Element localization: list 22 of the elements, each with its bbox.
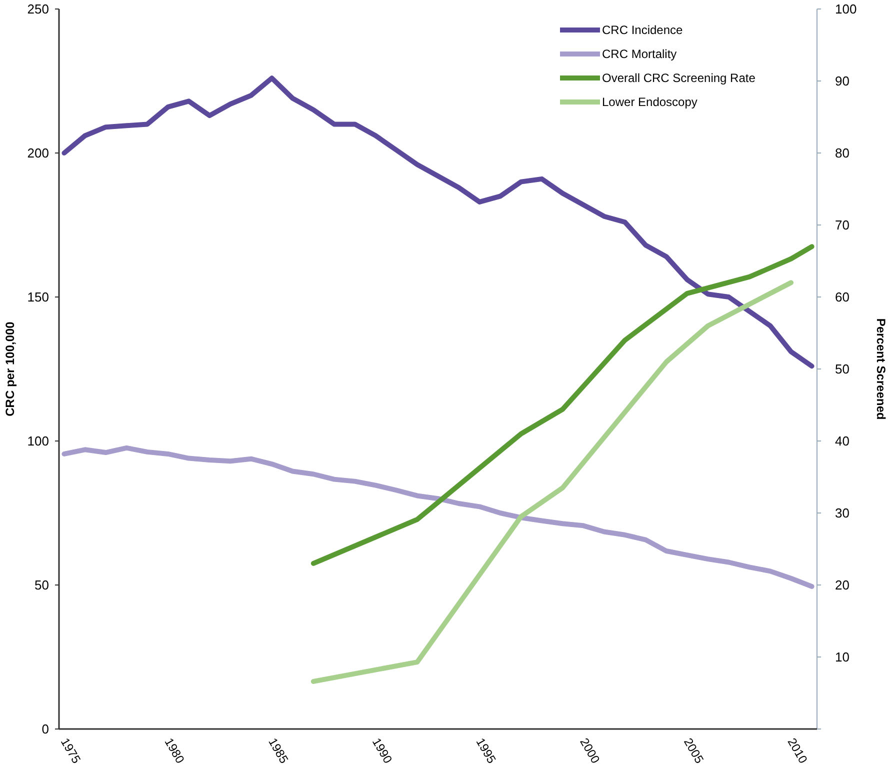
y2-tick-label: 60 xyxy=(835,290,850,305)
y2-tick-label: 50 xyxy=(835,362,850,377)
y2-tick-label: 40 xyxy=(835,434,850,449)
legend-label: Lower Endoscopy xyxy=(602,95,698,110)
y2-tick-label: 80 xyxy=(835,146,850,161)
y-tick-label: 50 xyxy=(34,578,49,593)
legend-label: Overall CRC Screening Rate xyxy=(602,71,756,86)
y2-tick-label: 30 xyxy=(835,506,850,521)
y2-tick-label: 70 xyxy=(835,218,850,233)
y-axis-title: CRC per 100,000 xyxy=(3,321,17,416)
legend-label: CRC Mortality xyxy=(602,47,677,62)
y2-tick-label: 100 xyxy=(835,2,857,17)
legend-label: CRC Incidence xyxy=(602,23,684,38)
y-tick-label: 0 xyxy=(42,722,49,737)
y2-axis-title: Percent Screened xyxy=(874,318,888,420)
y-tick-label: 250 xyxy=(27,2,49,17)
y-tick-label: 100 xyxy=(27,434,49,449)
y2-tick-label: 90 xyxy=(835,74,850,89)
y-tick-label: 150 xyxy=(27,290,49,305)
y-tick-label: 200 xyxy=(27,146,49,161)
y2-tick-label: 10 xyxy=(835,650,850,665)
y2-tick-label: 20 xyxy=(835,578,850,593)
